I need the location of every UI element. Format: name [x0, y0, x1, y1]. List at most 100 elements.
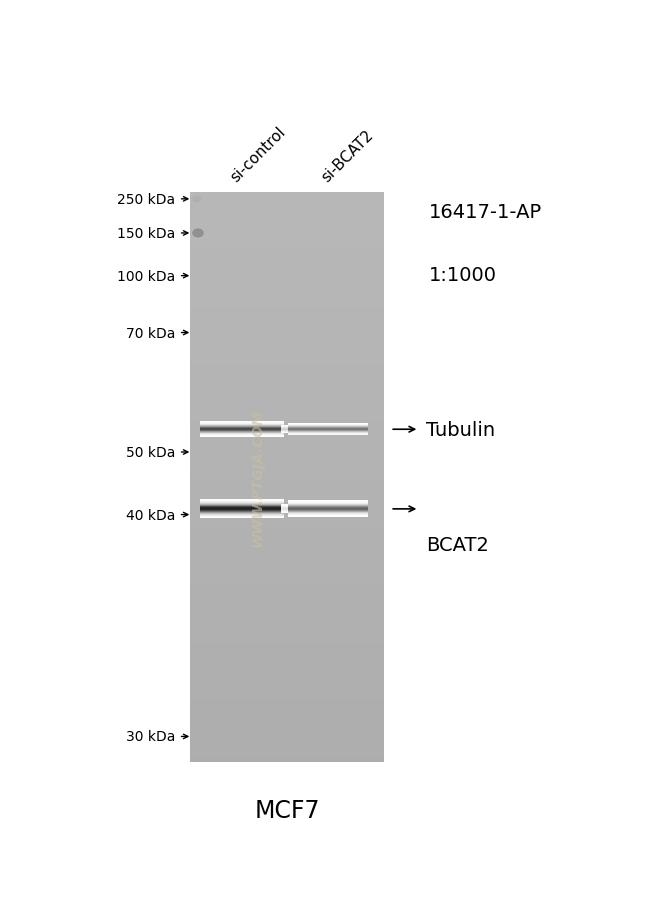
Bar — [200, 507, 284, 508]
Bar — [190, 415, 384, 421]
Bar — [200, 503, 284, 504]
Bar — [200, 512, 284, 513]
Bar — [200, 500, 284, 501]
Bar — [200, 518, 284, 519]
Bar — [190, 426, 384, 433]
Bar — [190, 636, 384, 643]
Bar — [190, 205, 384, 211]
Bar — [190, 420, 384, 427]
Text: 40 kDa: 40 kDa — [126, 508, 175, 522]
Bar — [190, 727, 384, 734]
Bar — [200, 518, 284, 519]
Bar — [190, 391, 384, 399]
Bar — [190, 472, 384, 478]
Bar — [190, 477, 384, 483]
Bar — [190, 653, 384, 660]
Bar — [190, 403, 384, 410]
Bar — [190, 529, 384, 535]
Bar — [200, 515, 284, 516]
Bar — [190, 603, 384, 609]
Bar — [190, 352, 384, 359]
Bar — [190, 591, 384, 597]
Bar — [190, 574, 384, 580]
Bar — [190, 483, 384, 490]
Text: 70 kDa: 70 kDa — [126, 327, 175, 340]
Bar — [190, 250, 384, 256]
Bar — [190, 198, 384, 206]
Bar — [190, 295, 384, 302]
Bar — [200, 510, 284, 511]
Bar — [190, 579, 384, 586]
Bar — [200, 504, 284, 505]
Bar — [190, 341, 384, 347]
Bar — [200, 500, 284, 501]
Bar — [190, 489, 384, 495]
Bar — [200, 501, 284, 502]
Bar — [190, 398, 384, 404]
Bar — [190, 301, 384, 308]
Bar — [190, 210, 384, 216]
Bar — [190, 364, 384, 370]
Text: Tubulin: Tubulin — [426, 420, 495, 439]
Bar — [190, 272, 384, 280]
Bar — [200, 511, 284, 512]
Bar — [190, 290, 384, 296]
Text: si-BCAT2: si-BCAT2 — [319, 127, 377, 185]
Bar — [190, 318, 384, 325]
Bar — [190, 335, 384, 342]
Bar — [200, 508, 284, 509]
Bar — [190, 312, 384, 319]
Bar — [190, 448, 384, 456]
Bar — [200, 501, 284, 502]
Bar — [200, 505, 284, 506]
Bar — [200, 505, 284, 506]
Text: WWW.PTGJA.COM: WWW.PTGJA.COM — [251, 410, 265, 547]
Bar — [200, 502, 284, 503]
Bar — [190, 244, 384, 251]
Bar — [190, 744, 384, 750]
Bar — [190, 329, 384, 336]
Bar — [190, 238, 384, 245]
Bar — [190, 267, 384, 273]
Bar — [190, 619, 384, 626]
Bar — [200, 509, 284, 510]
Text: si-control: si-control — [228, 124, 289, 185]
Bar — [200, 507, 284, 508]
Bar — [200, 512, 284, 513]
Text: MCF7: MCF7 — [254, 798, 320, 823]
Bar — [190, 585, 384, 592]
Bar — [190, 699, 384, 705]
Bar — [190, 255, 384, 262]
Bar — [200, 514, 284, 515]
Bar — [190, 716, 384, 723]
Bar — [190, 648, 384, 654]
Bar — [190, 346, 384, 353]
Text: 150 kDa: 150 kDa — [117, 226, 175, 241]
Text: BCAT2: BCAT2 — [426, 536, 488, 555]
Bar — [190, 534, 384, 540]
Bar — [190, 596, 384, 603]
Bar — [200, 515, 284, 516]
Bar — [190, 517, 384, 523]
Text: 30 kDa: 30 kDa — [126, 730, 175, 743]
Bar — [190, 227, 384, 234]
Bar — [190, 630, 384, 637]
Bar — [190, 750, 384, 757]
Bar — [190, 460, 384, 466]
Bar — [200, 516, 284, 517]
Bar — [200, 506, 284, 507]
Ellipse shape — [192, 196, 201, 203]
Bar — [190, 216, 384, 223]
Bar — [190, 670, 384, 676]
Ellipse shape — [192, 229, 204, 238]
Text: 50 kDa: 50 kDa — [126, 446, 175, 459]
Bar — [190, 262, 384, 268]
Bar — [190, 608, 384, 614]
Bar — [190, 193, 384, 199]
Bar — [190, 676, 384, 683]
Bar — [200, 513, 284, 514]
Bar — [190, 505, 384, 512]
Bar — [200, 503, 284, 504]
Bar — [190, 625, 384, 631]
Bar — [200, 516, 284, 517]
